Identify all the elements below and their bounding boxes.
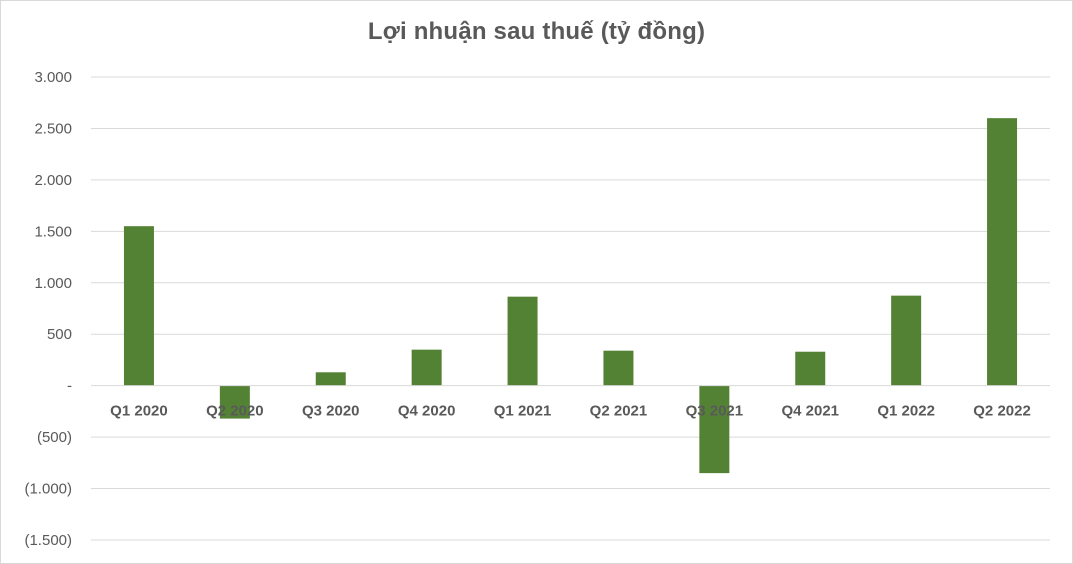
x-tick-label: Q1 2022: [877, 403, 935, 420]
chart-title: Lợi nhuận sau thuế (tỷ đồng): [367, 18, 706, 45]
y-tick-label: 2.500: [34, 120, 72, 137]
bar-q4-2021: [795, 351, 826, 386]
bars: [123, 118, 1018, 474]
gridlines: [91, 76, 1050, 541]
bar-q1-2020: [123, 226, 154, 386]
bar-q2-2021: [603, 350, 634, 386]
bar-q1-2021: [507, 296, 538, 386]
y-tick-label: -: [67, 378, 72, 395]
y-tick-label: 3.000: [34, 69, 72, 86]
bar-q4-2020: [411, 349, 442, 386]
y-tick-label: (500): [37, 429, 72, 446]
x-tick-label: Q2 2020: [206, 403, 264, 420]
x-tick-label: Q1 2021: [494, 403, 552, 420]
y-axis-ticks: 3.000 2.500 2.000 1.500 1.000 500 - (500) (1.000…: [24, 69, 72, 549]
bar-q3-2021: [699, 385, 730, 474]
x-tick-label: Q1 2020: [110, 403, 168, 420]
bar-q1-2022: [891, 295, 922, 386]
x-tick-label: Q4 2020: [398, 403, 456, 420]
y-tick-label: 1.500: [34, 223, 72, 240]
x-tick-label: Q4 2021: [781, 403, 839, 420]
x-tick-label: Q2 2022: [973, 403, 1031, 420]
x-tick-label: Q3 2021: [686, 403, 744, 420]
y-tick-label: 2.000: [34, 172, 72, 189]
x-tick-label: Q3 2020: [302, 403, 360, 420]
y-tick-label: 1.000: [34, 275, 72, 292]
y-tick-label: (1.000): [24, 481, 72, 498]
bar-q3-2020: [315, 372, 346, 386]
x-axis-ticks: Q1 2020 Q2 2020 Q3 2020 Q4 2020 Q1 2021 Q2 20…: [110, 403, 1031, 420]
bar-q2-2020: [219, 385, 250, 419]
y-tick-label: 500: [47, 326, 72, 343]
x-tick-label: Q2 2021: [590, 403, 648, 420]
bar-q2-2022: [987, 118, 1018, 386]
y-tick-label: (1.500): [24, 532, 72, 549]
